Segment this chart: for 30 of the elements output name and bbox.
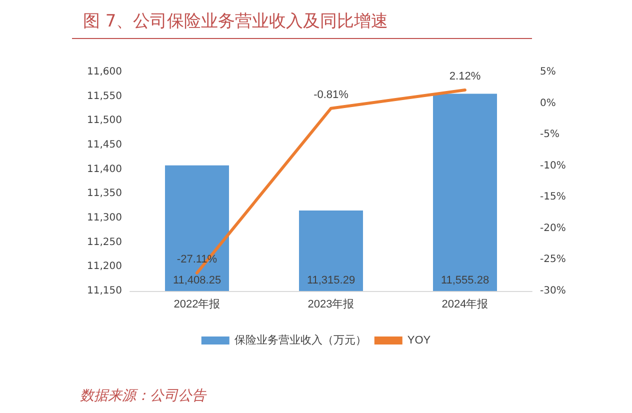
y2-tick-label: -10% [540,160,566,172]
y2-tick-label: 0% [540,98,556,109]
y2-tick-label: 5% [540,66,556,78]
y-tick-label: 11,500 [87,115,122,126]
y-tick-label: 11,150 [87,286,122,296]
legend-label: 保险业务营业收入（万元） [234,334,366,346]
y2-tick-label: -5% [540,129,560,140]
data-label: 11,408.25 [172,274,222,286]
y-tick-label: 11,400 [87,164,122,175]
data-label: 11,315.29 [306,274,356,286]
x-tick-label: 2023年报 [308,298,354,310]
y-tick-label: 11,200 [87,261,122,272]
y2-tick-label: -20% [540,222,566,234]
y-tick-label: 11,550 [87,90,122,102]
y-tick-label: 11,600 [87,66,122,78]
data-label: 2.12% [449,70,481,83]
y-tick-label: 11,300 [87,212,122,224]
y2-tick-label: -25% [540,254,566,266]
x-tick-label: 2022年报 [174,298,220,310]
data-label: -0.81% [314,88,349,101]
y-tick-label: 11,450 [87,140,122,150]
y2-tick-label: -30% [540,286,566,296]
y-tick-label: 11,350 [87,188,122,200]
x-tick-label: 2024年报 [442,298,488,310]
legend-label: YOY [407,334,432,346]
source-note: 数据来源：公司公告 [80,388,207,404]
data-label: 11,555.28 [440,274,490,286]
chart-title: 图 7、公司保险业务营业收入及同比增速 [83,12,388,32]
y2-tick-label: -15% [540,192,566,203]
y-tick-label: 11,250 [87,236,122,248]
